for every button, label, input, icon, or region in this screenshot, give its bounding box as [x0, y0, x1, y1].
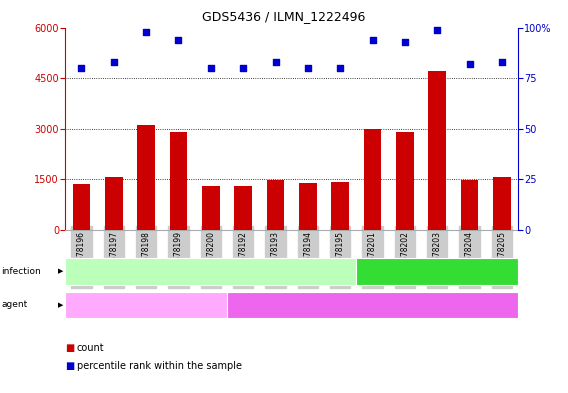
Bar [461, 180, 478, 230]
Bar [428, 72, 446, 230]
Bar [493, 176, 511, 230]
Text: infection: infection [1, 267, 41, 276]
Point [206, 65, 215, 71]
Bar [137, 125, 155, 230]
Text: metformin: metformin [123, 301, 170, 309]
Point [239, 65, 248, 71]
Point [368, 37, 377, 43]
Text: ■: ■ [65, 361, 74, 371]
Bar [170, 132, 187, 230]
Point [141, 28, 151, 35]
Point [109, 59, 118, 65]
Point [271, 59, 280, 65]
Bar [299, 184, 317, 230]
Bar [73, 184, 90, 230]
Text: ▶: ▶ [58, 302, 64, 308]
Point [498, 59, 507, 65]
Text: GDS5436 / ILMN_1222496: GDS5436 / ILMN_1222496 [202, 10, 366, 23]
Text: count: count [77, 343, 105, 353]
Text: ▶: ▶ [58, 268, 64, 275]
Point [174, 37, 183, 43]
Bar [234, 186, 252, 230]
Point [400, 39, 410, 45]
Bar [105, 176, 123, 230]
Point [433, 26, 442, 33]
Point [303, 65, 312, 71]
Text: control: control [357, 301, 389, 309]
Text: agent: agent [1, 301, 27, 309]
Bar [364, 129, 381, 230]
Text: Mycobacterium tuberculosis: Mycobacterium tuberculosis [147, 267, 275, 276]
Text: ■: ■ [65, 343, 74, 353]
Bar [202, 186, 220, 230]
Bar [266, 180, 285, 230]
Point [77, 65, 86, 71]
Bar [331, 182, 349, 230]
Point [336, 65, 345, 71]
Text: uninfected: uninfected [413, 267, 462, 276]
Text: percentile rank within the sample: percentile rank within the sample [77, 361, 241, 371]
Point [465, 61, 474, 67]
Bar [396, 132, 414, 230]
